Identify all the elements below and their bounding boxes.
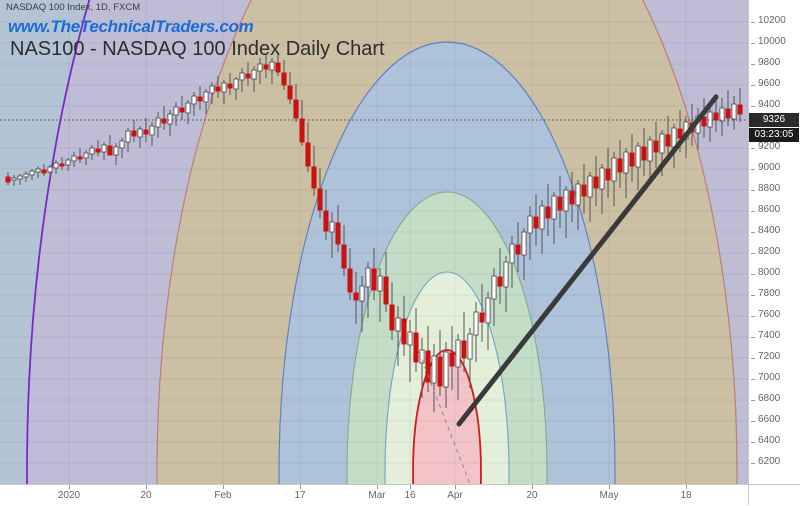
time-tick-label: May — [599, 490, 619, 501]
time-tick-label: 20 — [140, 490, 152, 501]
time-tick-label: 20 — [526, 490, 538, 501]
price-tick-mark — [751, 274, 755, 275]
price-tick-label: 8600 — [758, 204, 781, 215]
price-tick-label: 6600 — [758, 414, 781, 425]
price-tick-label: 9000 — [758, 162, 781, 173]
time-tick-mark — [300, 485, 301, 489]
cycle-bands — [0, 0, 748, 484]
price-tick-label: 6800 — [758, 393, 781, 404]
price-tick-label: 9600 — [758, 78, 781, 89]
price-tick-mark — [751, 106, 755, 107]
cycle-arcs — [26, 0, 738, 484]
last-price-badge: 9326 — [749, 113, 799, 127]
price-tick-label: 8400 — [758, 225, 781, 236]
candlestick-series — [5, 52, 743, 412]
time-tick-label: Feb — [214, 490, 232, 501]
price-tick-mark — [751, 253, 755, 254]
time-tick-mark — [532, 485, 533, 489]
time-tick-label: 17 — [294, 490, 306, 501]
time-tick-mark — [69, 485, 70, 489]
price-tick-mark — [751, 400, 755, 401]
price-tick-mark — [751, 64, 755, 65]
price-tick-mark — [751, 232, 755, 233]
price-tick-label: 7800 — [758, 288, 781, 299]
price-tick-mark — [751, 316, 755, 317]
time-tick-label: 18 — [680, 490, 692, 501]
price-tick-mark — [751, 421, 755, 422]
price-tick-label: 8800 — [758, 183, 781, 194]
time-tick-mark — [146, 485, 147, 489]
price-tick-mark — [751, 190, 755, 191]
axis-corner — [748, 484, 800, 505]
price-tick-mark — [751, 22, 755, 23]
time-tick-mark — [223, 485, 224, 489]
price-tick-mark — [751, 211, 755, 212]
time-tick-label: 2020 — [57, 490, 81, 501]
price-tick-label: 7600 — [758, 309, 781, 320]
bar-countdown-badge: 03:23:05 — [749, 128, 799, 142]
price-tick-mark — [751, 169, 755, 170]
price-tick-mark — [751, 337, 755, 338]
price-tick-label: 6400 — [758, 435, 781, 446]
time-tick-mark — [686, 485, 687, 489]
price-tick-label: 10200 — [758, 15, 786, 26]
time-tick-mark — [609, 485, 610, 489]
price-tick-mark — [751, 379, 755, 380]
time-tick-label: Apr — [447, 490, 463, 501]
chart-canvas — [0, 0, 748, 484]
price-tick-label: 9800 — [758, 57, 781, 68]
price-tick-label: 7400 — [758, 330, 781, 341]
price-tick-mark — [751, 85, 755, 86]
price-tick-label: 7000 — [758, 372, 781, 383]
price-tick-label: 10000 — [758, 36, 786, 47]
time-tick-mark — [410, 485, 411, 489]
chart-annotations — [0, 94, 748, 484]
price-tick-label: 8200 — [758, 246, 781, 257]
price-axis[interactable]: 10200 10000 9800 9600 9400 9200 9000 8800 8600 84… — [748, 0, 800, 484]
price-tick-label: 9200 — [758, 141, 781, 152]
price-tick-label: 8000 — [758, 267, 781, 278]
price-tick-label: 9400 — [758, 99, 781, 110]
time-tick-label: 16 — [404, 490, 416, 501]
price-tick-mark — [751, 358, 755, 359]
price-tick-mark — [751, 442, 755, 443]
price-tick-mark — [751, 43, 755, 44]
price-tick-label: 7200 — [758, 351, 781, 362]
price-tick-mark — [751, 463, 755, 464]
price-tick-label: 6200 — [758, 456, 781, 467]
time-tick-mark — [455, 485, 456, 489]
price-tick-mark — [751, 295, 755, 296]
time-tick-mark — [377, 485, 378, 489]
time-tick-label: Mar — [368, 490, 386, 501]
time-axis[interactable]: 2020 20 Feb 17 Mar 16 Apr 20 May 18 — [0, 484, 800, 506]
price-tick-mark — [751, 148, 755, 149]
chart-plot-area[interactable]: NASDAQ 100 Index, 1D, FXCM www.TheTechni… — [0, 0, 748, 484]
